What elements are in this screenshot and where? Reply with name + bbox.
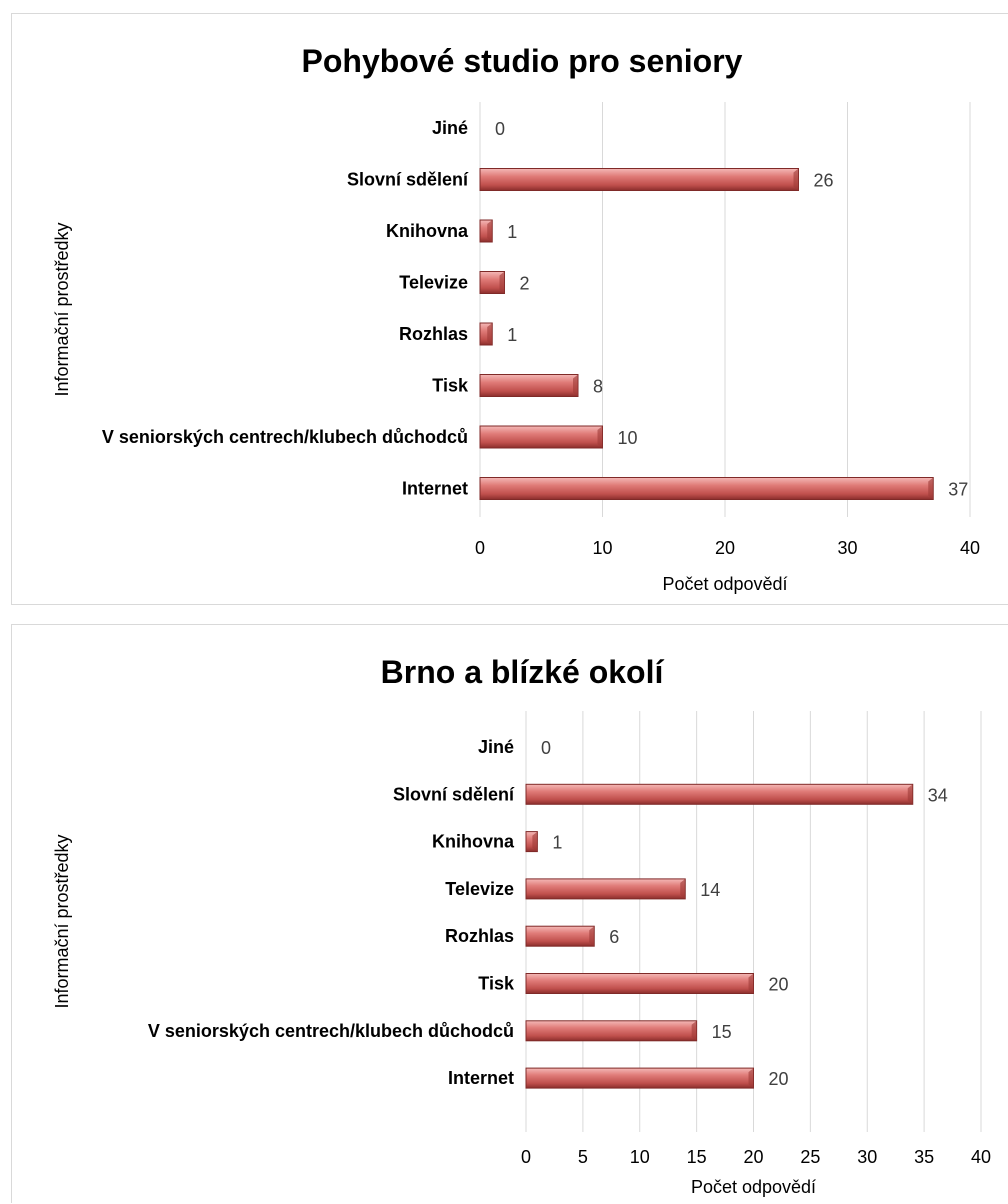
y-axis-title: Informační prostředky	[52, 834, 72, 1008]
data-label: 2	[520, 274, 530, 294]
bar-bevel	[748, 973, 754, 994]
data-label: 0	[541, 738, 551, 758]
category-label: Rozhlas	[399, 324, 468, 344]
x-tick-label: 20	[715, 538, 735, 558]
bar-bevel	[680, 878, 686, 899]
x-axis-title: Počet odpovědí	[691, 1177, 816, 1197]
data-label: 20	[769, 975, 789, 995]
chart-title: Pohybové studio pro seniory	[302, 43, 743, 79]
bar	[525, 878, 686, 900]
bar	[479, 425, 603, 449]
bar-bevel	[573, 374, 578, 397]
x-tick-label: 0	[475, 538, 485, 558]
data-label: 10	[618, 428, 638, 448]
category-label: Slovní sdělení	[393, 784, 515, 804]
bar	[525, 1020, 698, 1042]
category-label: Knihovna	[432, 832, 515, 852]
bar	[525, 925, 595, 947]
data-label: 6	[609, 927, 619, 947]
bar-bevel	[589, 926, 595, 947]
category-label: Rozhlas	[445, 926, 514, 946]
chart-panel-1: Pohybové studio pro seniory 0 10 20 30 40 Poče…	[11, 13, 1008, 605]
data-label: 15	[712, 1022, 732, 1042]
x-tick-label: 25	[800, 1147, 820, 1167]
data-label: 14	[700, 880, 720, 900]
bar-bevel	[793, 168, 799, 191]
x-tick-label: 30	[857, 1147, 877, 1167]
bar-bevel	[532, 831, 538, 852]
bar-bevel	[487, 220, 493, 242]
data-label: 1	[507, 222, 517, 242]
chart-panel-2: Brno a blízké okolí 0 5 10 15 20 25 30 35 40 Počet…	[11, 624, 1008, 1203]
bar-bevel	[487, 323, 493, 345]
x-axis-title: Počet odpovědí	[662, 574, 787, 594]
data-label: 0	[495, 119, 505, 139]
data-label: 26	[814, 171, 834, 191]
data-label: 1	[507, 325, 517, 345]
category-label: Televize	[399, 273, 468, 293]
chart-title: Brno a blízké okolí	[381, 654, 665, 690]
bar-bevel	[499, 271, 505, 294]
bar-bevel	[748, 1068, 754, 1089]
category-label: Jiné	[478, 737, 514, 757]
y-axis-title: Informační prostředky	[52, 222, 72, 396]
bar-bevel	[928, 477, 934, 500]
x-tick-label: 40	[960, 538, 980, 558]
category-label: V seniorských centrech/klubech důchodců	[148, 1021, 514, 1041]
category-label: Internet	[402, 479, 468, 499]
category-label: Internet	[448, 1068, 514, 1088]
category-label: Jiné	[432, 118, 468, 138]
category-label: Knihovna	[386, 221, 469, 241]
bar	[479, 374, 579, 397]
x-tick-label: 40	[971, 1147, 991, 1167]
x-tick-label: 30	[837, 538, 857, 558]
category-label: Slovní sdělení	[347, 170, 469, 190]
x-tick-label: 5	[578, 1147, 588, 1167]
x-tick-label: 10	[592, 538, 612, 558]
bar	[525, 973, 754, 994]
bar-bevel	[691, 1020, 697, 1041]
data-label: 37	[948, 480, 968, 500]
bar-bevel	[597, 426, 603, 448]
x-tick-label: 10	[630, 1147, 650, 1167]
bar-bevel	[907, 784, 913, 805]
category-label: Tisk	[478, 974, 515, 994]
x-tick-label: 15	[687, 1147, 707, 1167]
x-tick-label: 35	[914, 1147, 934, 1167]
bar	[479, 168, 799, 191]
bar	[479, 477, 934, 500]
category-label: Televize	[445, 879, 514, 899]
data-label: 1	[552, 833, 562, 853]
data-label: 34	[928, 785, 948, 805]
data-label: 20	[769, 1069, 789, 1089]
x-tick-label: 0	[521, 1147, 531, 1167]
bar	[525, 1067, 754, 1089]
x-tick-label: 20	[743, 1147, 763, 1167]
category-label: Tisk	[432, 376, 469, 396]
category-label: V seniorských centrech/klubech důchodců	[102, 427, 468, 447]
bar	[525, 783, 914, 805]
data-label: 8	[593, 377, 603, 397]
